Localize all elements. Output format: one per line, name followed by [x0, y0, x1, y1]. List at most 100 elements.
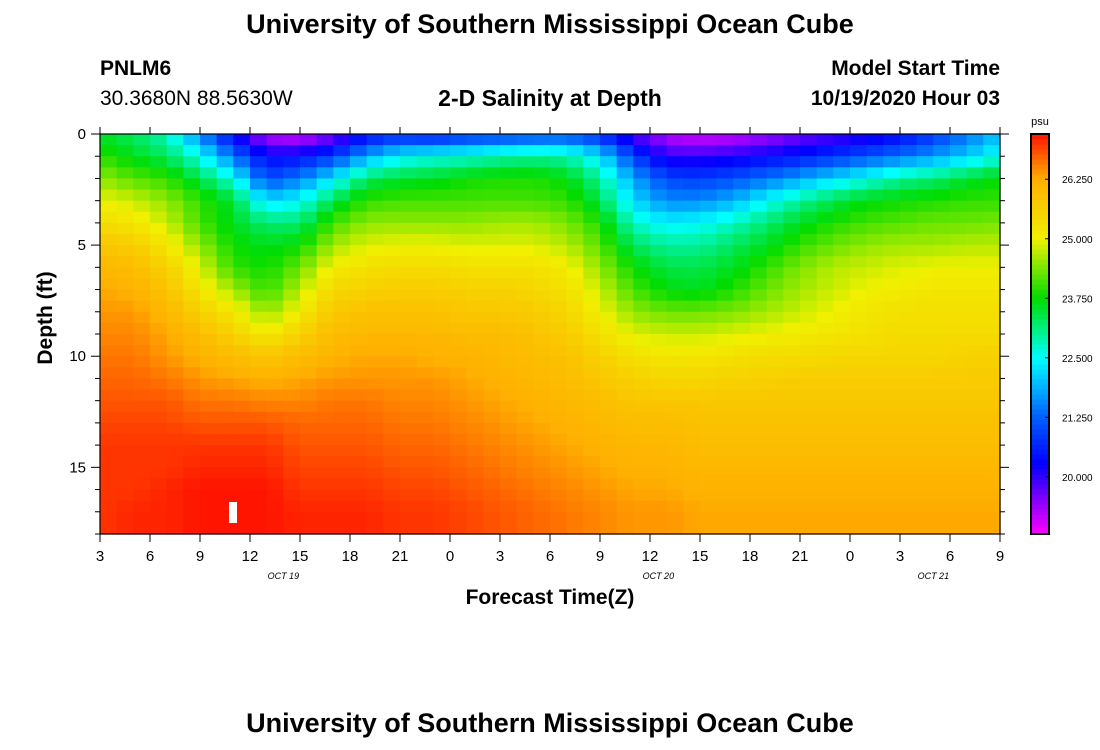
heat-cell [300, 378, 318, 391]
heat-cell [533, 378, 551, 391]
heat-cell [933, 256, 951, 268]
colorbar-segment [1031, 209, 1049, 215]
heat-cell [566, 378, 584, 391]
heat-cell [250, 422, 268, 435]
heat-cell [683, 500, 701, 513]
heat-cell [550, 156, 568, 168]
heat-cell [283, 289, 301, 302]
heat-cell [166, 422, 184, 435]
heat-cell [133, 434, 151, 446]
heat-cell [966, 311, 984, 324]
heat-cell [566, 467, 584, 480]
heat-cell [633, 311, 651, 324]
heat-cell [100, 222, 118, 235]
heat-cell [750, 178, 768, 191]
heat-cell [666, 500, 684, 513]
heat-cell [800, 400, 818, 413]
heat-cell [766, 234, 784, 246]
model-start-value: 10/19/2020 Hour 03 [810, 87, 1000, 110]
heat-cell [650, 489, 668, 502]
heat-cell [300, 500, 318, 513]
heat-cell [466, 434, 484, 446]
heat-cell [816, 134, 834, 146]
heat-cell [783, 411, 801, 424]
heat-cell [516, 389, 534, 402]
heat-cell [533, 511, 551, 524]
heat-cell [716, 367, 734, 380]
colorbar-segment [1031, 224, 1049, 230]
heat-cell [433, 289, 451, 302]
heat-cell [483, 322, 501, 335]
heat-cell [266, 511, 284, 524]
colorbar-segment [1031, 444, 1049, 450]
heat-cell [200, 278, 218, 291]
heat-cell [900, 189, 918, 202]
heat-cell [866, 411, 884, 424]
heat-cell [733, 145, 751, 157]
heat-cell [200, 167, 218, 180]
heat-cell [866, 156, 884, 168]
heat-cell [683, 278, 701, 291]
heat-cell [350, 200, 368, 213]
heat-cell [600, 467, 618, 480]
heat-cell [500, 256, 518, 268]
heat-cell [316, 289, 334, 302]
heat-cell [983, 300, 1001, 313]
heat-cell [933, 311, 951, 324]
heat-cell [650, 311, 668, 324]
heat-cell [500, 400, 518, 413]
heat-cell [633, 389, 651, 402]
heat-cell [150, 278, 168, 291]
heat-cell [283, 334, 301, 346]
heat-cell [300, 211, 318, 224]
heat-cell [150, 189, 168, 202]
heat-cell [116, 156, 134, 168]
heat-cell [300, 245, 318, 257]
heat-cell [416, 234, 434, 246]
heat-cell [916, 167, 934, 180]
heat-cell [916, 211, 934, 224]
heat-cell [133, 267, 151, 280]
heat-cell [333, 367, 351, 380]
heat-cell [916, 422, 934, 435]
heat-cell [650, 334, 668, 346]
heat-cell [316, 378, 334, 391]
heat-cell [633, 234, 651, 246]
heat-cell [216, 467, 234, 480]
heat-cell [983, 134, 1001, 146]
heat-cell [500, 245, 518, 257]
heat-cell [733, 234, 751, 246]
heat-cell [366, 478, 384, 491]
heat-cell [250, 267, 268, 280]
heat-cell [466, 345, 484, 357]
heat-cell [966, 434, 984, 446]
heat-cell [350, 134, 368, 146]
heat-cell [916, 522, 934, 535]
heat-cell [850, 300, 868, 313]
heat-cell [983, 522, 1001, 535]
heat-cell [350, 222, 368, 235]
heat-cell [416, 500, 434, 513]
heat-cell [516, 489, 534, 502]
heat-cell [200, 200, 218, 213]
heat-cell [733, 156, 751, 168]
heat-cell [816, 411, 834, 424]
heat-cell [183, 200, 201, 213]
heat-cell [666, 289, 684, 302]
heat-cell [950, 367, 968, 380]
heat-cell [783, 289, 801, 302]
heat-cell [366, 445, 384, 457]
heat-cell [550, 500, 568, 513]
heat-cell [866, 145, 884, 157]
colorbar-segment [1031, 169, 1049, 175]
heat-cell [850, 189, 868, 202]
heat-cell [166, 234, 184, 246]
x-tick-label: 6 [146, 548, 154, 565]
heat-cell [116, 422, 134, 435]
heat-cell [700, 222, 718, 235]
heat-cell [716, 156, 734, 168]
heat-cell [133, 422, 151, 435]
heat-cell [450, 489, 468, 502]
heat-cell [750, 245, 768, 257]
heat-cell [866, 456, 884, 468]
